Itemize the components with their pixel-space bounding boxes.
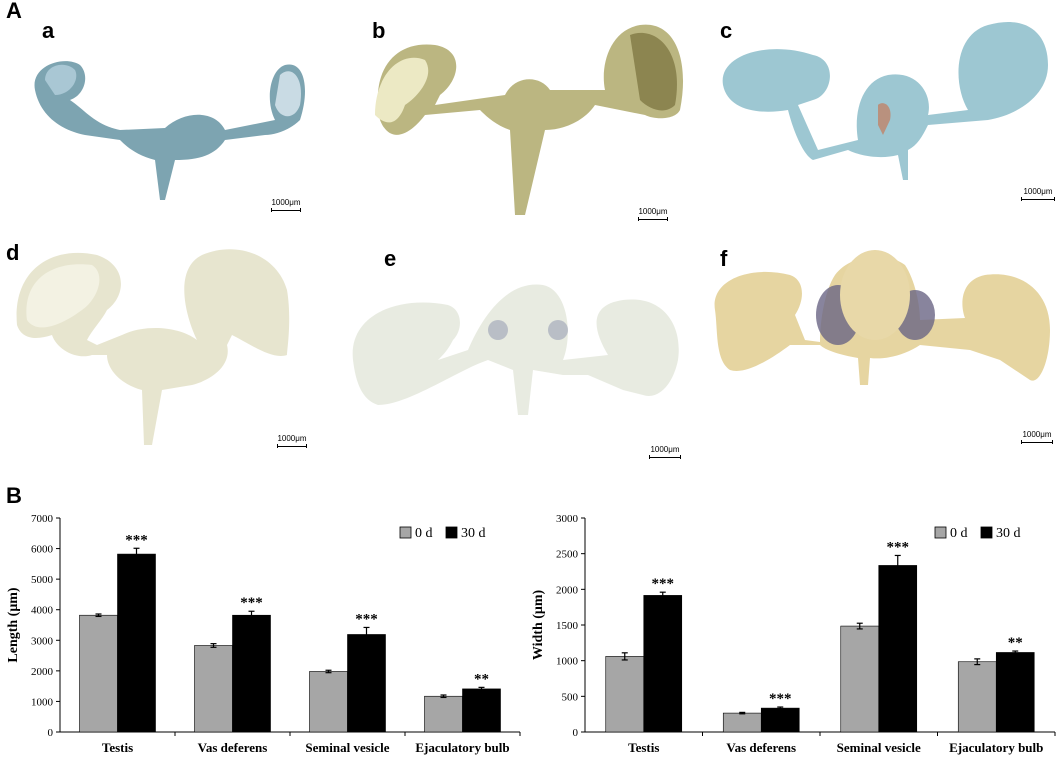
y-axis-title: Length (μm) [6,587,21,663]
photo-e-letter: e [384,246,397,271]
photo-a-scale-label: 1000μm [271,198,301,207]
bar-day30 [232,614,271,733]
legend-label: 0 d [415,526,433,541]
photo-b-image [375,24,684,215]
y-tick-label: 5000 [31,574,54,586]
significance-label: ** [474,671,489,687]
significance-label: *** [125,532,148,548]
photo-c-scale-label: 1000μm [1023,187,1053,196]
y-tick-label: 3000 [556,513,579,525]
photo-d-image [16,249,290,445]
photo-f-image [714,250,1050,385]
bar-day30 [995,652,1035,733]
significance-label: *** [355,611,378,627]
panel-b-label: B [6,483,22,508]
photo-c-image [722,21,1048,180]
y-tick-label: 0 [48,727,54,739]
bar-day0 [957,661,997,733]
photo-d-letter: d [6,240,20,265]
legend-swatch-day0 [934,526,947,539]
photo-e-scale-label: 1000μm [650,445,680,454]
photo-f-letter: f [720,246,728,271]
significance-label: ** [1008,635,1023,651]
bar-day0 [79,614,118,733]
y-tick-label: 1000 [31,696,54,708]
photo-c-letter: c [720,18,733,43]
legend-swatch-day0 [399,526,412,539]
y-tick-label: 2500 [556,549,579,561]
bar-day0 [194,645,233,733]
length-chart: 0 1000 2000 3000 4000 5000 6000 7000 Length (μm)… [6,513,521,755]
y-axis-title: Width (μm) [531,590,546,661]
y-tick-label: 0 [573,727,579,739]
photo-b-letter: b [372,18,386,43]
photo-f-scale-label: 1000μm [1022,430,1052,439]
x-category-label: Testis [102,740,133,755]
legend-label: 30 d [996,526,1021,541]
legend-swatch-day30 [445,526,458,539]
bar-day30 [462,688,501,733]
x-category-label: Seminal vesicle [305,740,389,755]
bar-day30 [643,595,683,733]
legend-label: 30 d [461,526,486,541]
bar-day0 [840,625,880,733]
legend-label: 0 d [950,526,968,541]
photo-a-scalebar: 1000μm [270,198,302,212]
x-category-label: Ejaculatory bulb [949,740,1043,755]
bar-day0 [722,712,762,733]
photo-d-scalebar: 1000μm [276,434,308,448]
photo-e-scalebar: 1000μm [648,445,682,459]
x-category-label: Ejaculatory bulb [415,740,509,755]
photo-b-scalebar: 1000μm [637,207,669,221]
photo-b-scale-label: 1000μm [638,207,668,216]
y-tick-label: 1500 [556,620,579,632]
bar-day30 [117,553,156,733]
y-tick-label: 2000 [31,666,54,678]
bar-day0 [424,695,463,733]
y-tick-label: 7000 [31,513,54,525]
significance-label: *** [887,539,910,555]
y-tick-label: 1000 [556,656,579,668]
significance-label: *** [652,576,675,592]
bar-day30 [878,565,918,733]
photo-a-image [34,61,305,200]
width-chart: 0 500 1000 1500 2000 2500 3000 Width (μm) *** Tes… [531,513,1056,755]
x-category-label: Seminal vesicle [837,740,921,755]
bar-day30 [347,634,386,733]
y-tick-label: 4000 [31,605,54,617]
significance-label: *** [240,595,263,611]
photo-f-scalebar: 1000μm [1020,430,1054,444]
y-tick-label: 3000 [31,635,54,647]
y-tick-label: 500 [562,691,579,703]
bar-day30 [760,707,800,733]
bar-day0 [605,656,645,733]
x-category-label: Testis [628,740,659,755]
significance-label: *** [769,691,792,707]
photo-a-letter: a [42,18,55,43]
bar-day0 [309,671,348,733]
photo-d-scale-label: 1000μm [277,434,307,443]
y-tick-label: 6000 [31,544,54,556]
photo-c-scalebar: 1000μm [1020,187,1056,201]
legend-swatch-day30 [980,526,993,539]
photo-e-image [352,284,679,415]
x-category-label: Vas deferens [198,740,268,755]
panel-a-label: A [6,0,22,23]
y-tick-label: 2000 [556,584,579,596]
x-category-label: Vas deferens [726,740,796,755]
